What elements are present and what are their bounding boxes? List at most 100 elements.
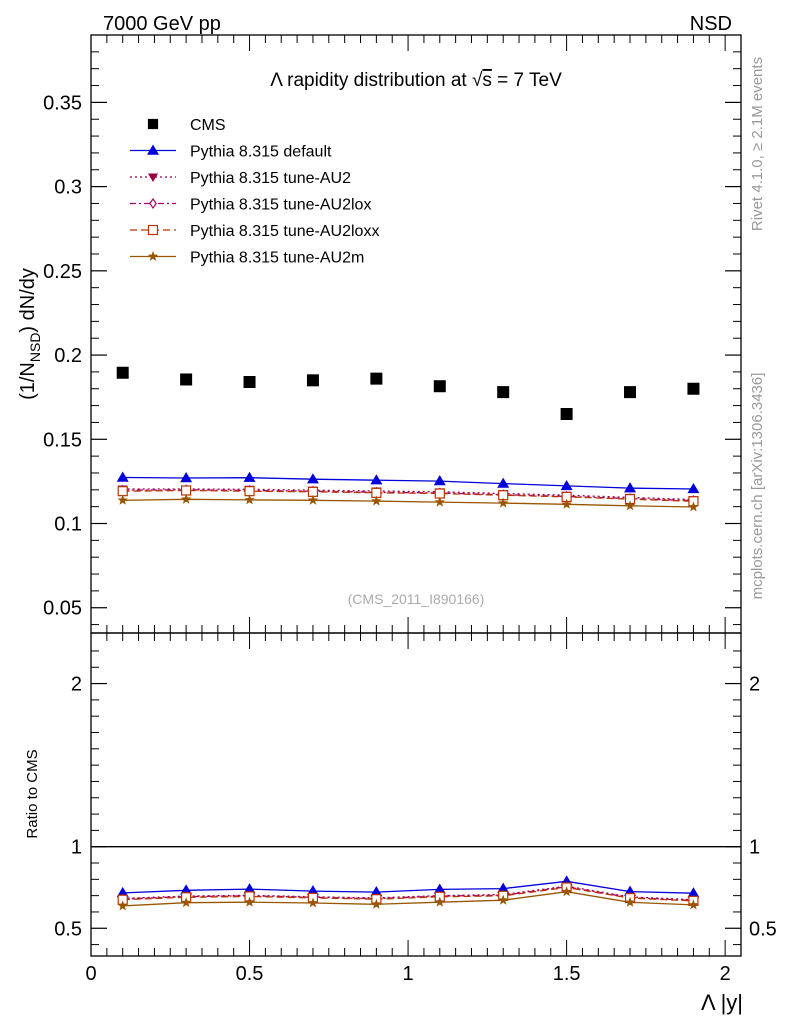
main-point-pythia-8-315-default bbox=[370, 474, 383, 485]
main-y-axis: 0.05 0.1 0.15 0.2 0.25 0.3 0.35 bbox=[43, 51, 741, 626]
ratio-point-pythia-8-315-tune-au2m bbox=[307, 897, 319, 908]
main-series-lines bbox=[122, 476, 694, 508]
ratio-point-pythia-8-315-tune-au2m bbox=[498, 894, 509, 905]
ratio-line-pythia-8-315-tune-au2m bbox=[122, 891, 694, 907]
ratio-point-pythia-8-315-tune-au2m bbox=[434, 896, 445, 907]
header-energy: 7000 GeV pp bbox=[103, 13, 221, 35]
main-point-pythia-8-315-default bbox=[243, 471, 256, 482]
ratio-y-label: Ratio to CMS bbox=[24, 749, 41, 838]
main-point-pythia-8-315-tune-au2loxx bbox=[117, 486, 128, 497]
main-point-cms bbox=[497, 386, 510, 399]
main-panel-frame bbox=[90, 34, 742, 634]
x-tick-label: 0 bbox=[85, 963, 96, 985]
ratio-point-pythia-8-315-tune-au2m bbox=[561, 886, 572, 897]
ratio-point-pythia-8-315-default bbox=[433, 883, 446, 894]
main-point-pythia-8-315-tune-au2m bbox=[688, 501, 699, 512]
main-point-cms bbox=[243, 376, 256, 389]
main-point-cms bbox=[433, 380, 446, 393]
main-point-cms bbox=[116, 366, 129, 379]
ratio-y-tick-label: 0.5 bbox=[54, 918, 82, 940]
main-y-tick-label: 0.25 bbox=[43, 261, 82, 283]
main-point-pythia-8-315-default bbox=[306, 473, 319, 484]
main-point-pythia-8-315-tune-au2m bbox=[371, 495, 382, 506]
ratio-x-ticks bbox=[90, 633, 742, 956]
y-label-sub: NSD bbox=[27, 333, 43, 363]
ratio-point-pythia-8-315-tune-au2m bbox=[180, 897, 192, 908]
ratio-point-pythia-8-315-default bbox=[687, 887, 700, 898]
ratio-series-lines bbox=[122, 880, 694, 907]
main-point-pythia-8-315-tune-au2m bbox=[624, 500, 636, 511]
main-point-pythia-8-315-tune-au2loxx bbox=[244, 486, 255, 497]
main-line-pythia-8-315-default bbox=[122, 476, 694, 490]
ratio-line-pythia-8-315-tune-au2loxx bbox=[122, 886, 694, 902]
main-point-cms bbox=[370, 372, 383, 385]
main-point-pythia-8-315-tune-au2m bbox=[434, 496, 445, 507]
legend-marker-pythia-8-315-tune-au2m bbox=[147, 251, 159, 261]
legend-label-pythia-8-315-tune-au2lox: Pythia 8.315 tune-AU2lox bbox=[190, 197, 371, 214]
main-y-tick-label: 0.15 bbox=[43, 429, 82, 451]
main-point-pythia-8-315-tune-au2loxx bbox=[181, 485, 192, 496]
ratio-series-markers bbox=[116, 875, 700, 911]
main-point-pythia-8-315-default bbox=[497, 477, 510, 488]
legend-label-pythia-8-315-tune-au2: Pythia 8.315 tune-AU2 bbox=[190, 170, 351, 187]
main-point-pythia-8-315-default bbox=[116, 471, 129, 482]
main-y-tick-label: 0.3 bbox=[54, 177, 82, 199]
ratio-point-pythia-8-315-tune-au2m bbox=[117, 900, 128, 911]
y-label-a: (1/N bbox=[17, 362, 39, 400]
main-y-label: (1/NNSD) dN/dy bbox=[17, 268, 43, 400]
main-point-pythia-8-315-default bbox=[687, 482, 700, 494]
ratio-point-pythia-8-315-tune-au2m bbox=[688, 899, 699, 910]
ratio-point-pythia-8-315-default bbox=[116, 886, 129, 898]
main-line-pythia-8-315-tune-au2 bbox=[122, 488, 694, 501]
main-y-tick-label: 0.2 bbox=[54, 345, 82, 367]
title-prefix: Λ rapidity distribution at bbox=[270, 70, 472, 91]
x-tick-label: 2 bbox=[720, 963, 731, 985]
ratio-point-pythia-8-315-tune-au2m bbox=[624, 896, 636, 907]
chart-title: Λ rapidity distribution at √s = 7 TeV bbox=[270, 70, 562, 91]
main-y-tick-label: 0.1 bbox=[54, 514, 82, 536]
ratio-point-pythia-8-315-tune-au2m bbox=[244, 896, 255, 907]
main-point-cms bbox=[560, 408, 573, 421]
main-x-ticks bbox=[90, 35, 742, 633]
main-point-cms bbox=[180, 373, 193, 386]
ratio-point-pythia-8-315-default bbox=[306, 885, 319, 896]
legend-label-pythia-8-315-tune-au2m: Pythia 8.315 tune-AU2m bbox=[190, 250, 364, 267]
legend-marker-pythia-8-315-tune-au2 bbox=[148, 173, 158, 182]
main-point-cms bbox=[624, 386, 637, 399]
rivet-label: Rivet 4.1.0, ≥ 2.1M events bbox=[749, 57, 766, 231]
main-point-pythia-8-315-default bbox=[624, 482, 637, 493]
main-series-markers bbox=[116, 366, 700, 512]
ratio-point-pythia-8-315-default bbox=[180, 884, 193, 895]
ratio-point-pythia-8-315-default bbox=[370, 886, 383, 897]
title-suffix: = 7 TeV bbox=[492, 70, 562, 91]
main-point-pythia-8-315-tune-au2m bbox=[117, 494, 128, 505]
ratio-y-tick-label-right: 0.5 bbox=[749, 918, 777, 940]
title-sqrt: √ bbox=[472, 70, 483, 91]
main-line-pythia-8-315-tune-au2m bbox=[122, 498, 694, 508]
main-point-pythia-8-315-default bbox=[560, 479, 573, 491]
legend-label-cms: CMS bbox=[190, 117, 226, 134]
ratio-y-tick-label: 2 bbox=[71, 674, 82, 696]
main-point-cms bbox=[306, 374, 319, 387]
legend: CMS Pythia 8.315 default Pythia 8.315 tune… bbox=[130, 117, 379, 267]
main-point-pythia-8-315-tune-au2m bbox=[180, 493, 192, 504]
ratio-panel-frame bbox=[90, 632, 742, 957]
legend-label-pythia-8-315-default: Pythia 8.315 default bbox=[190, 144, 332, 161]
main-y-tick-label: 0.05 bbox=[43, 598, 82, 620]
x-tick-labels: 0 0.5 1 1.5 2 bbox=[85, 963, 730, 985]
main-line-pythia-8-315-tune-au2lox bbox=[122, 489, 694, 502]
title-s: s bbox=[482, 70, 492, 91]
ratio-point-pythia-8-315-default bbox=[497, 882, 510, 893]
main-point-pythia-8-315-default bbox=[433, 475, 446, 486]
header-process: NSD bbox=[690, 13, 732, 35]
main-point-pythia-8-315-default bbox=[180, 472, 193, 483]
main-point-pythia-8-315-tune-au2m bbox=[561, 498, 572, 509]
ratio-y-tick-label-right: 2 bbox=[749, 674, 760, 696]
ratio-point-pythia-8-315-default bbox=[243, 883, 256, 894]
main-point-pythia-8-315-tune-au2m bbox=[498, 497, 509, 508]
legend-marker-pythia-8-315-default bbox=[147, 144, 159, 155]
legend-marker-pythia-8-315-tune-au2lox bbox=[149, 197, 157, 210]
main-point-cms bbox=[687, 382, 700, 395]
legend-marker-pythia-8-315-tune-au2loxx bbox=[147, 224, 159, 236]
